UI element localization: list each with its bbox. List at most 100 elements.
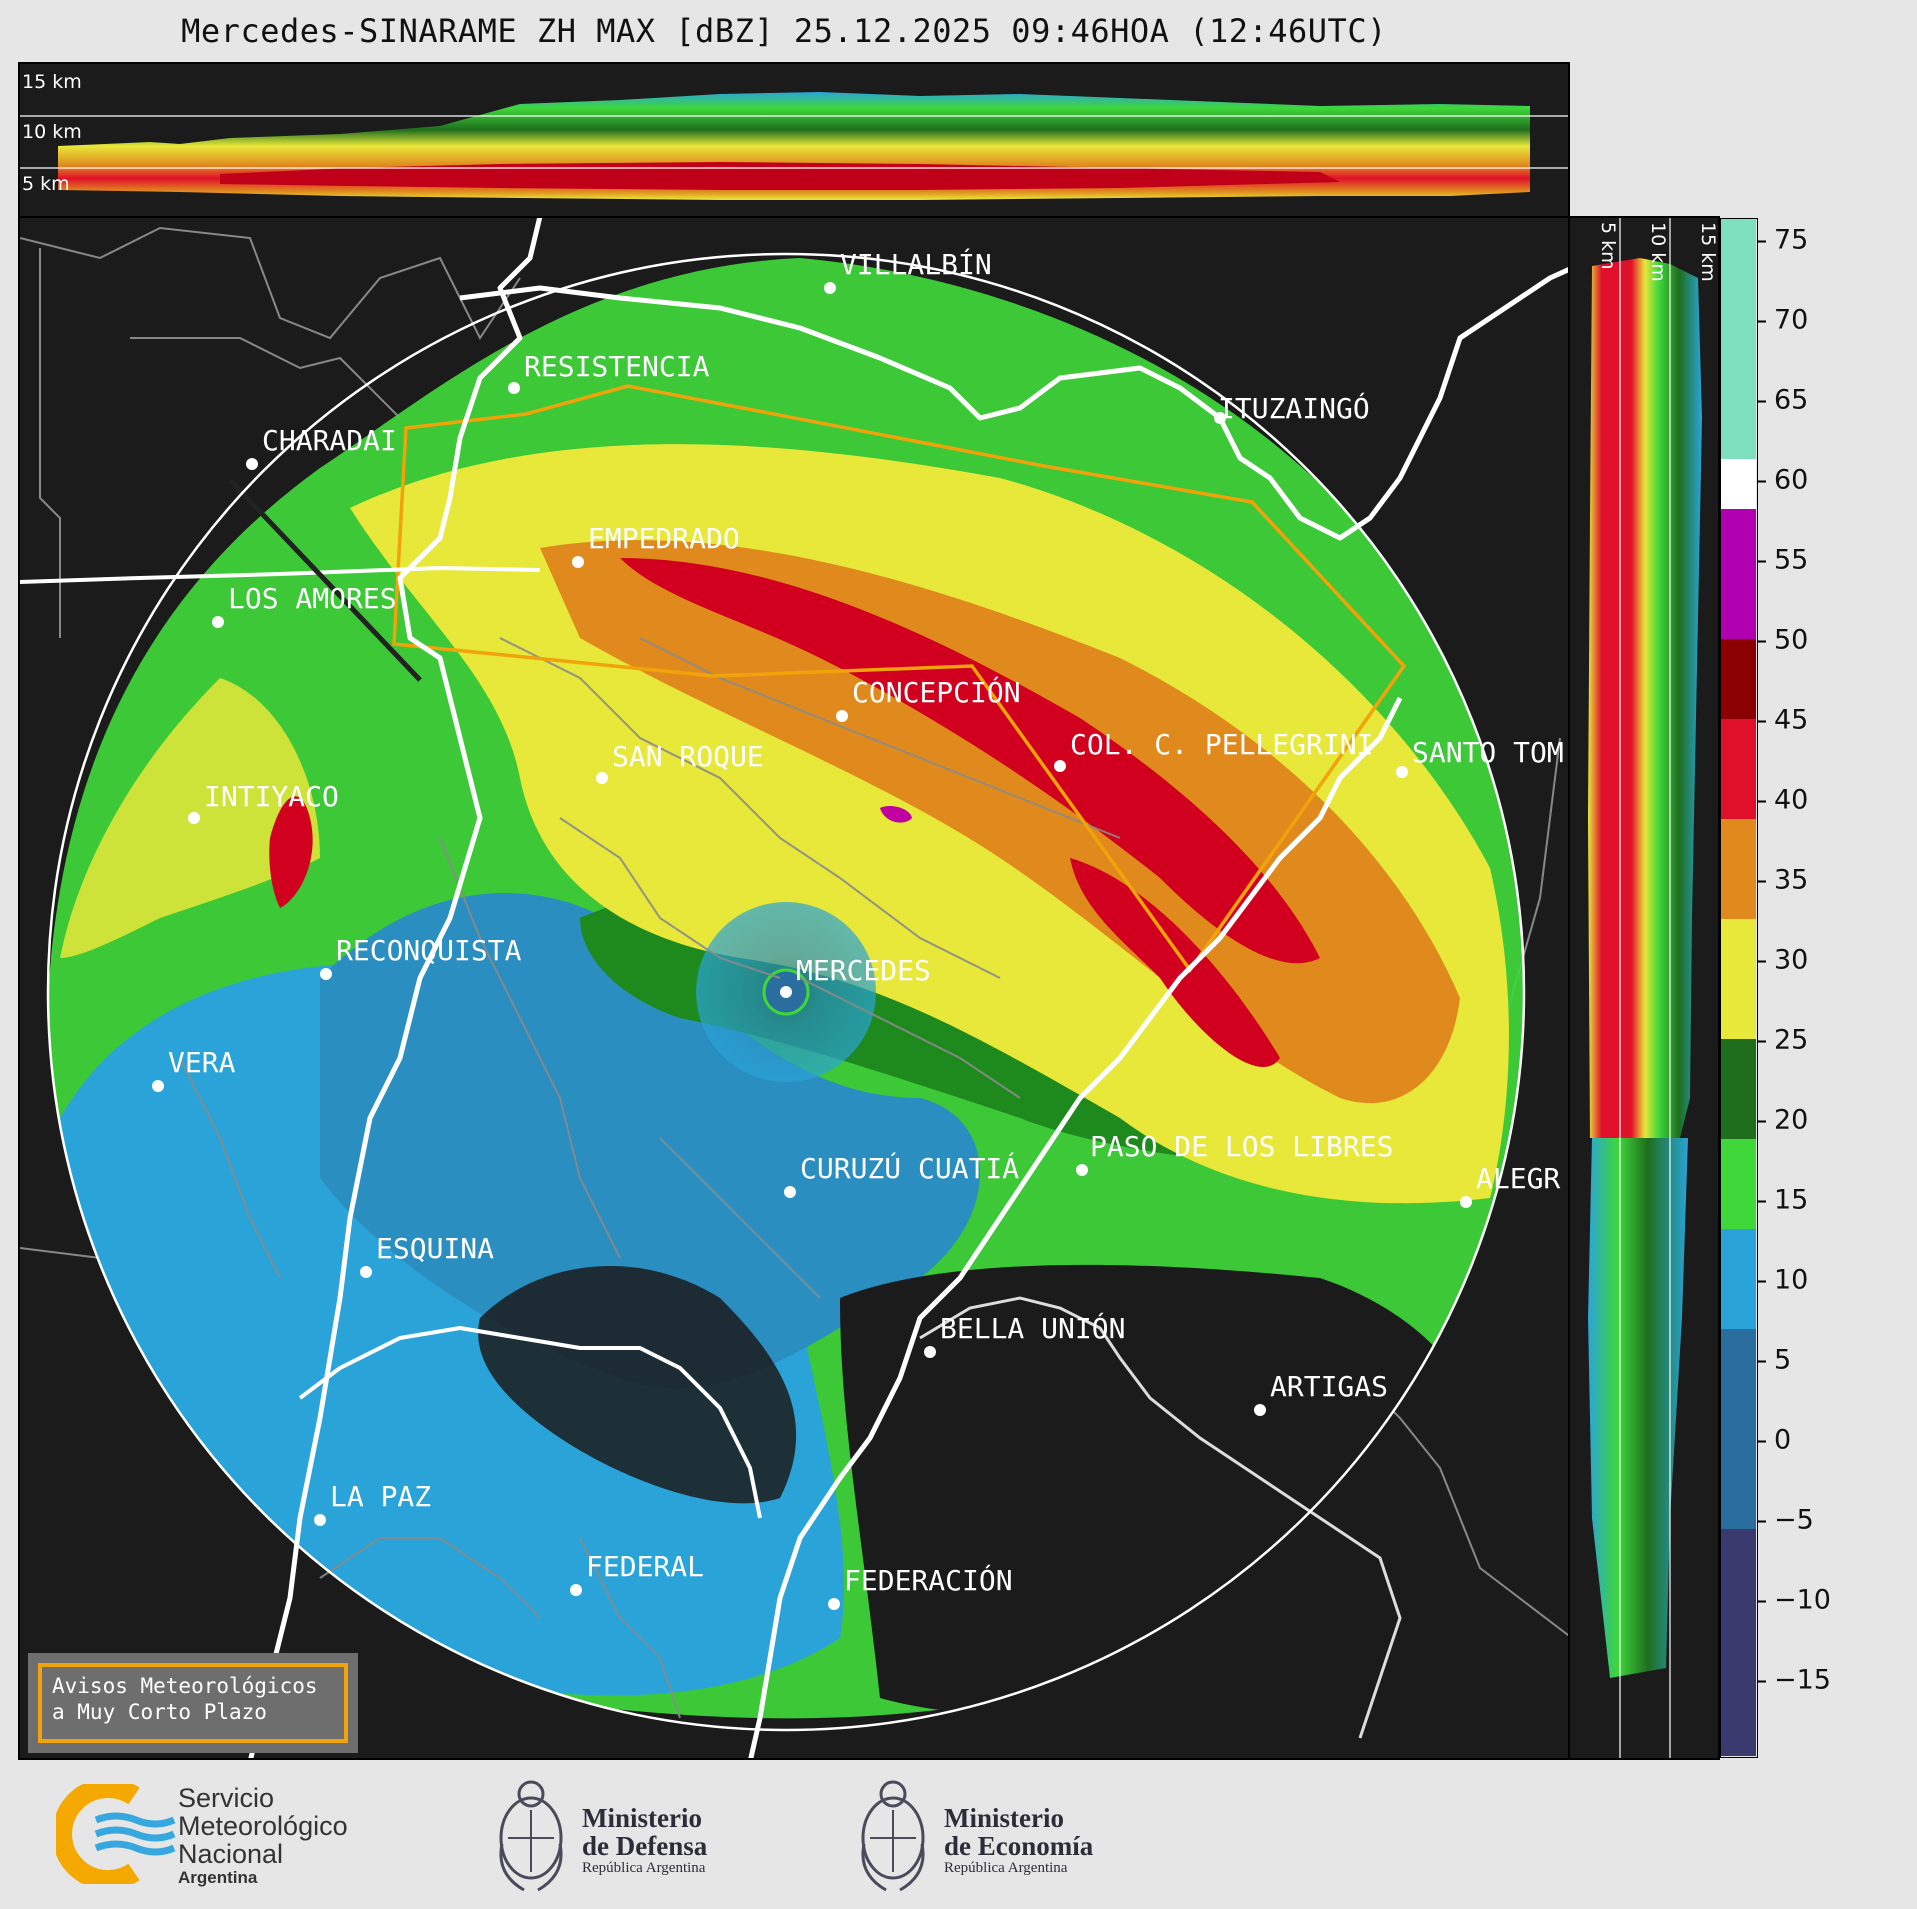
- marker-resistencia: [508, 382, 520, 394]
- echo-orange-band: [540, 540, 1460, 1104]
- marker-paso-libres: [1076, 1164, 1088, 1176]
- economia-line1: Ministerio: [944, 1803, 1064, 1833]
- smn-line4: Argentina: [178, 1868, 258, 1887]
- uruguay-border: [919, 1296, 1402, 1739]
- place-label-col-pellegrini: COL. C. PELLEGRINI: [1070, 728, 1373, 761]
- marker-san-roque: [596, 772, 608, 784]
- top-core-band: [220, 162, 1340, 190]
- cb-segment-red: [1721, 719, 1756, 819]
- defensa-seal-icon: [499, 1780, 563, 1892]
- cb-tick-0: 0: [1758, 1425, 1791, 1456]
- radar-echoes: [48, 258, 1524, 1719]
- place-label-mercedes: MERCEDES: [796, 954, 931, 987]
- place-label-la-paz: LA PAZ: [330, 1480, 431, 1513]
- cb-segment-lightblue: [1721, 1229, 1756, 1329]
- defensa-line2: de Defensa: [582, 1831, 708, 1861]
- cb-tick-60: 60: [1758, 465, 1808, 496]
- economia-line2: de Economía: [944, 1831, 1094, 1861]
- place-label-villalbin: VILLALBÍN: [840, 247, 992, 281]
- cb-segment-teal: [1721, 219, 1756, 459]
- place-label-artigas: ARTIGAS: [1270, 1370, 1388, 1403]
- place-label-los-amores: LOS AMORES: [228, 582, 397, 615]
- marker-alegrete: [1460, 1196, 1472, 1208]
- cb-tick-55: 55: [1758, 545, 1808, 576]
- cb-tick-minus15: −15: [1758, 1665, 1831, 1696]
- echo-blue-mid: [320, 893, 980, 1389]
- smn-line1: Servicio: [178, 1783, 275, 1813]
- place-label-curuzu: CURUZÚ CUATIÁ: [800, 1151, 1019, 1185]
- cb-tick-minus5: −5: [1758, 1505, 1814, 1536]
- defensa-line1: Ministerio: [582, 1803, 702, 1833]
- economia-line3: República Argentina: [944, 1860, 1068, 1876]
- dbz-colorbar: [1720, 218, 1758, 1758]
- side-echo-lower: [1588, 1138, 1688, 1678]
- department-boundaries: [179, 637, 1121, 1719]
- place-label-federacion: FEDERACIÓN: [844, 1563, 1013, 1597]
- defensa-logo-text: Ministerio de Defensa República Argentin…: [582, 1804, 707, 1877]
- cb-tick-20: 20: [1758, 1105, 1808, 1136]
- cb-tick-10: 10: [1758, 1265, 1808, 1296]
- side-10km-label: 10 km: [1647, 222, 1669, 282]
- marker-la-paz: [314, 1514, 326, 1526]
- place-markers: [152, 282, 1472, 1610]
- cb-segment-green: [1721, 1139, 1756, 1229]
- marker-los-amores: [212, 616, 224, 628]
- range-ring: [46, 252, 1526, 1732]
- smn-line2: Meteorológico: [178, 1811, 348, 1841]
- marker-federal: [570, 1584, 582, 1596]
- place-label-reconquista: RECONQUISTA: [336, 934, 522, 967]
- side-echo-upper: [1588, 258, 1702, 1138]
- place-label-vera: VERA: [168, 1046, 236, 1079]
- side-cross-section-panel: 5 km 10 km 15 km: [1568, 216, 1720, 1760]
- colorbar-ticks: 75 70 65 60 55 50 45 40 35 30 25 20 15 1…: [1758, 218, 1858, 1758]
- cb-segment-orange: [1721, 819, 1756, 919]
- side-5km-label: 5 km: [1597, 222, 1619, 270]
- marker-concepcion: [836, 710, 848, 722]
- cb-tick-35: 35: [1758, 865, 1808, 896]
- place-label-paso-libres: PASO DE LOS LIBRES: [1090, 1130, 1393, 1163]
- place-label-alegrete: ALEGR: [1476, 1162, 1560, 1195]
- radar-map: VILLALBÍN RESISTENCIA CHARADAI ITUZAINGÓ…: [18, 216, 1570, 1760]
- cb-segment-magenta: [1721, 509, 1756, 639]
- warning-polygon: [392, 384, 1407, 974]
- economia-seal-icon: [861, 1780, 925, 1892]
- marker-intiyaco: [188, 812, 200, 824]
- echo-black-southeast: [840, 1264, 1491, 1716]
- place-label-empedrado: EMPEDRADO: [588, 522, 740, 555]
- place-label-resistencia: RESISTENCIA: [524, 350, 710, 383]
- marker-mercedes: [780, 986, 792, 998]
- cb-segment-darkgreen: [1721, 1039, 1756, 1139]
- top-cross-section-panel: 15 km 10 km 5 km: [18, 62, 1570, 218]
- echo-red-core: [620, 558, 1320, 964]
- avisos-line2: a Muy Corto Plazo: [52, 1700, 267, 1724]
- footer-logos: Servicio Meteorológico Nacional Argentin…: [0, 1770, 1917, 1909]
- place-label-santo-tome: SANTO TOM: [1412, 736, 1564, 769]
- marker-villalbin: [824, 282, 836, 294]
- side-15km-label: 15 km: [1697, 222, 1719, 282]
- rivers-borders: [20, 218, 1568, 1758]
- cb-tick-75: 75: [1758, 225, 1808, 256]
- place-label-concepcion: CONCEPCIÓN: [852, 675, 1021, 709]
- cb-tick-40: 40: [1758, 785, 1808, 816]
- cb-segment-yellow: [1721, 919, 1756, 1039]
- marker-santo-tome: [1396, 766, 1408, 778]
- cb-tick-minus10: −10: [1758, 1585, 1831, 1616]
- page-title: Mercedes-SINARAME ZH MAX [dBZ] 25.12.202…: [181, 12, 1387, 50]
- marker-charadai: [246, 458, 258, 470]
- cb-tick-25: 25: [1758, 1025, 1808, 1056]
- smn-logo-text: Servicio Meteorológico Nacional Argentin…: [178, 1784, 348, 1888]
- echo-black-gap-south: [478, 1265, 797, 1504]
- cb-segment-darkred: [1721, 639, 1756, 719]
- place-label-federal: FEDERAL: [586, 1550, 704, 1583]
- smn-logo-icon: [56, 1784, 176, 1884]
- cb-tick-50: 50: [1758, 625, 1808, 656]
- top-5km-label: 5 km: [22, 173, 70, 195]
- place-label-esquina: ESQUINA: [376, 1232, 494, 1265]
- cb-tick-5: 5: [1758, 1345, 1791, 1376]
- avisos-box[interactable]: Avisos Meteorológicos a Muy Corto Plazo: [28, 1653, 358, 1753]
- avisos-line1: Avisos Meteorológicos: [52, 1674, 318, 1698]
- cb-tick-30: 30: [1758, 945, 1808, 976]
- place-label-charadai: CHARADAI: [262, 424, 397, 457]
- marker-empedrado: [572, 556, 584, 568]
- cb-tick-70: 70: [1758, 305, 1808, 336]
